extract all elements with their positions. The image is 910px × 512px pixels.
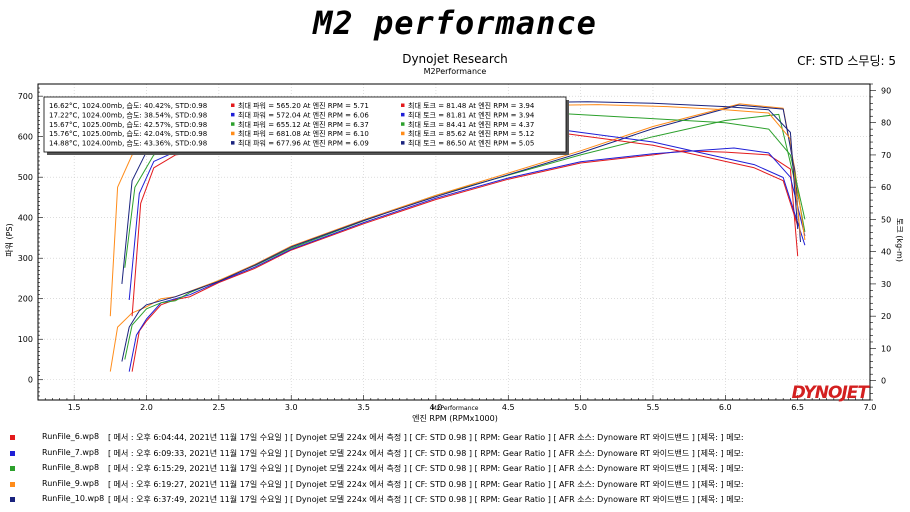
x-axis-label: 엔진 RPM (RPMx1000) xyxy=(412,413,498,423)
y-right-tick-label: 50 xyxy=(881,215,891,224)
y-right-tick-label: 60 xyxy=(881,183,891,192)
y-axis-right-label: 토크 (kg-m) xyxy=(895,218,904,262)
legend-max-power: 최대 파워 = 677.96 At 엔진 RPM = 6.09 xyxy=(238,139,369,148)
x-tick-label: 6.0 xyxy=(719,403,732,412)
y-right-tick-label: 90 xyxy=(881,86,891,95)
power-line-2 xyxy=(124,113,806,360)
legend-conditions: 14.88°C, 1024.00mb, 습도: 43.36%, STD:0.98 xyxy=(49,139,207,148)
y-left-tick-label: 400 xyxy=(18,214,33,223)
x-axis-sublabel: M2Performance xyxy=(431,405,478,412)
power-line-4 xyxy=(121,104,801,362)
y-left-tick-label: 700 xyxy=(18,92,33,101)
run-color-swatch xyxy=(10,435,15,440)
x-tick-label: 2.5 xyxy=(213,403,226,412)
y-left-tick-label: 200 xyxy=(18,295,33,304)
run-file-name: RunFile_10.wp8 xyxy=(42,494,105,503)
legend-box: 16.62°C, 1024.00mb, 습도: 40.42%, STD:0.98… xyxy=(43,96,569,155)
legend-swatch xyxy=(401,103,405,107)
y-axis-left-label: 파워 (PS) xyxy=(5,223,14,256)
y-right-tick-label: 40 xyxy=(881,248,891,257)
x-tick-label: 1.5 xyxy=(68,403,81,412)
x-tick-label: 6.5 xyxy=(791,403,804,412)
y-left-tick-label: 500 xyxy=(18,173,33,182)
legend-max-torque: 최대 토크 = 81.81 At 엔진 RPM = 3.94 xyxy=(408,110,535,119)
run-description: [ 메서 : 오후 6:04:44, 2021년 11월 17일 수요일 ] [… xyxy=(108,433,744,442)
power-line-1 xyxy=(128,147,806,372)
y-left-tick-label: 0 xyxy=(28,376,33,385)
legend-max-torque: 최대 토크 = 85.62 At 엔진 RPM = 5.12 xyxy=(408,129,534,138)
legend-conditions: 16.62°C, 1024.00mb, 습도: 40.42%, STD:0.98 xyxy=(49,101,207,110)
legend-swatch xyxy=(231,103,235,107)
legend-swatch xyxy=(231,112,235,117)
y-right-tick-label: 70 xyxy=(881,151,891,160)
legend-swatch xyxy=(231,131,235,136)
y-right-tick-label: 20 xyxy=(881,312,891,321)
chart-title: Dynojet Research xyxy=(402,52,508,66)
y-right-tick-label: 10 xyxy=(881,344,891,353)
chart-subtitle: M2Performance xyxy=(423,67,487,76)
y-right-tick-label: 0 xyxy=(881,377,886,386)
legend-frame xyxy=(43,96,567,153)
legend-swatch xyxy=(231,122,235,126)
run-description: [ 메서 : 오후 6:09:33, 2021년 11월 17일 수요일 ] [… xyxy=(108,448,744,458)
legend-max-torque: 최대 토크 = 81.48 At 엔진 RPM = 3.94 xyxy=(408,101,535,110)
legend-swatch xyxy=(401,122,405,126)
run-file-name: RunFile_8.wp8 xyxy=(42,463,100,472)
run-description: [ 메서 : 오후 6:19:27, 2021년 11월 17일 수요일 ] [… xyxy=(108,479,744,489)
power-line-0 xyxy=(131,150,799,372)
x-tick-label: 2.0 xyxy=(140,403,153,412)
y-left-tick-label: 300 xyxy=(18,254,33,263)
y-left-tick-label: 100 xyxy=(18,335,33,344)
legend-swatch xyxy=(401,131,405,136)
x-tick-label: 5.5 xyxy=(647,403,660,412)
legend-swatch xyxy=(401,112,405,117)
run-file-name: RunFile_7.wp8 xyxy=(42,447,100,457)
y-right-tick-label: 80 xyxy=(881,119,891,128)
run-file-name: RunFile_6.wp8 xyxy=(42,432,100,441)
run-color-swatch xyxy=(10,497,15,502)
y-right-tick-label: 30 xyxy=(881,280,891,289)
run-description: [ 메서 : 오후 6:15:29, 2021년 11월 17일 수요일 ] [… xyxy=(108,464,744,473)
dyno-chart: 1.5 2.0 2.5 3.0 3.5 4.0 4.5 5.0 5.5 6.0 6.5 7.00100… xyxy=(5,83,904,423)
legend-max-torque: 최대 토크 = 86.50 At 엔진 RPM = 5.05 xyxy=(408,139,534,148)
legend-max-power: 최대 파워 = 565.20 At 엔진 RPM = 5.71 xyxy=(238,101,369,110)
legend-swatch xyxy=(231,141,235,145)
banner-title: M2 performance xyxy=(313,4,597,42)
power-line-3 xyxy=(109,103,806,372)
legend-conditions: 15.67°C, 1025.00mb, 습도: 42.57%, STD:0.98 xyxy=(49,120,207,129)
run-description: [ 메서 : 오후 6:37:49, 2021년 11월 17일 수요일 ] [… xyxy=(108,495,744,504)
x-tick-label: 3.0 xyxy=(285,403,298,412)
x-tick-label: 4.5 xyxy=(502,403,515,412)
run-color-swatch xyxy=(10,481,15,487)
legend-max-torque: 최대 토크 = 84.41 At 엔진 RPM = 4.37 xyxy=(408,120,534,129)
run-file-name: RunFile_9.wp8 xyxy=(42,478,100,488)
x-tick-label: 3.5 xyxy=(357,403,370,412)
legend-max-power: 최대 파워 = 655.12 At 엔진 RPM = 6.37 xyxy=(238,120,369,129)
run-color-swatch xyxy=(10,466,15,471)
correction-factor-note: CF: STD 스무딩: 5 xyxy=(797,54,896,68)
axis-ticks: 1.5 2.0 2.5 3.0 3.5 4.0 4.5 5.0 5.5 6.0 6.5 7.00100… xyxy=(18,83,891,412)
y-left-tick-label: 600 xyxy=(18,133,33,142)
x-tick-label: 5.0 xyxy=(574,403,587,412)
x-tick-label: 7.0 xyxy=(864,403,877,412)
x-tick-label: 4.0 xyxy=(430,403,443,412)
legend-max-power: 최대 파워 = 572.04 At 엔진 RPM = 6.06 xyxy=(238,110,369,119)
banner: M2 performance xyxy=(0,0,910,46)
legend-conditions: 15.76°C, 1025.00mb, 습도: 42.04%, STD:0.98 xyxy=(49,129,207,138)
run-color-swatch xyxy=(10,450,15,456)
dynojet-logo: DYNOJET xyxy=(792,383,871,403)
legend-max-power: 최대 파워 = 681.08 At 엔진 RPM = 6.10 xyxy=(238,129,369,138)
legend-conditions: 17.22°C, 1024.00mb, 습도: 38.54%, STD:0.98 xyxy=(49,110,207,119)
legend-swatch xyxy=(401,141,405,145)
